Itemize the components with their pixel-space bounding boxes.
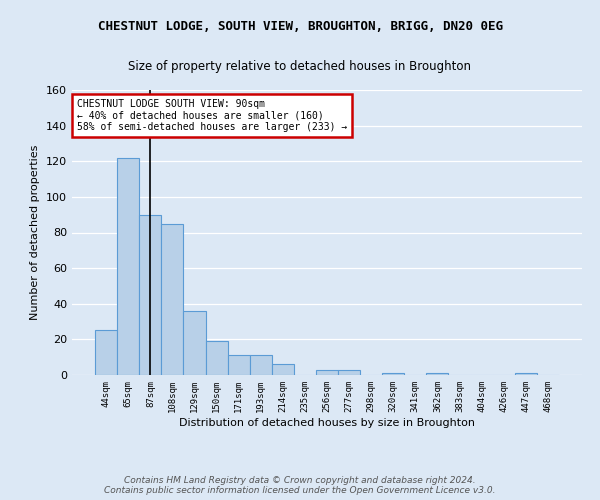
Text: CHESTNUT LODGE SOUTH VIEW: 90sqm
← 40% of detached houses are smaller (160)
58% : CHESTNUT LODGE SOUTH VIEW: 90sqm ← 40% o…	[77, 98, 347, 132]
Bar	[227, 356, 250, 375]
Bar	[382, 373, 404, 375]
Bar	[206, 341, 227, 375]
Text: CHESTNUT LODGE, SOUTH VIEW, BROUGHTON, BRIGG, DN20 0EG: CHESTNUT LODGE, SOUTH VIEW, BROUGHTON, B…	[97, 20, 503, 33]
Bar	[250, 356, 272, 375]
Bar	[117, 158, 139, 375]
Text: Size of property relative to detached houses in Broughton: Size of property relative to detached ho…	[128, 60, 472, 73]
Bar	[515, 373, 537, 375]
Bar	[139, 214, 161, 375]
Bar	[161, 224, 184, 375]
Bar	[316, 370, 338, 375]
Bar	[338, 370, 360, 375]
Bar	[427, 373, 448, 375]
Bar	[184, 311, 206, 375]
Bar	[272, 364, 294, 375]
Y-axis label: Number of detached properties: Number of detached properties	[31, 145, 40, 320]
Text: Contains HM Land Registry data © Crown copyright and database right 2024.
Contai: Contains HM Land Registry data © Crown c…	[104, 476, 496, 495]
Bar	[95, 330, 117, 375]
X-axis label: Distribution of detached houses by size in Broughton: Distribution of detached houses by size …	[179, 418, 475, 428]
